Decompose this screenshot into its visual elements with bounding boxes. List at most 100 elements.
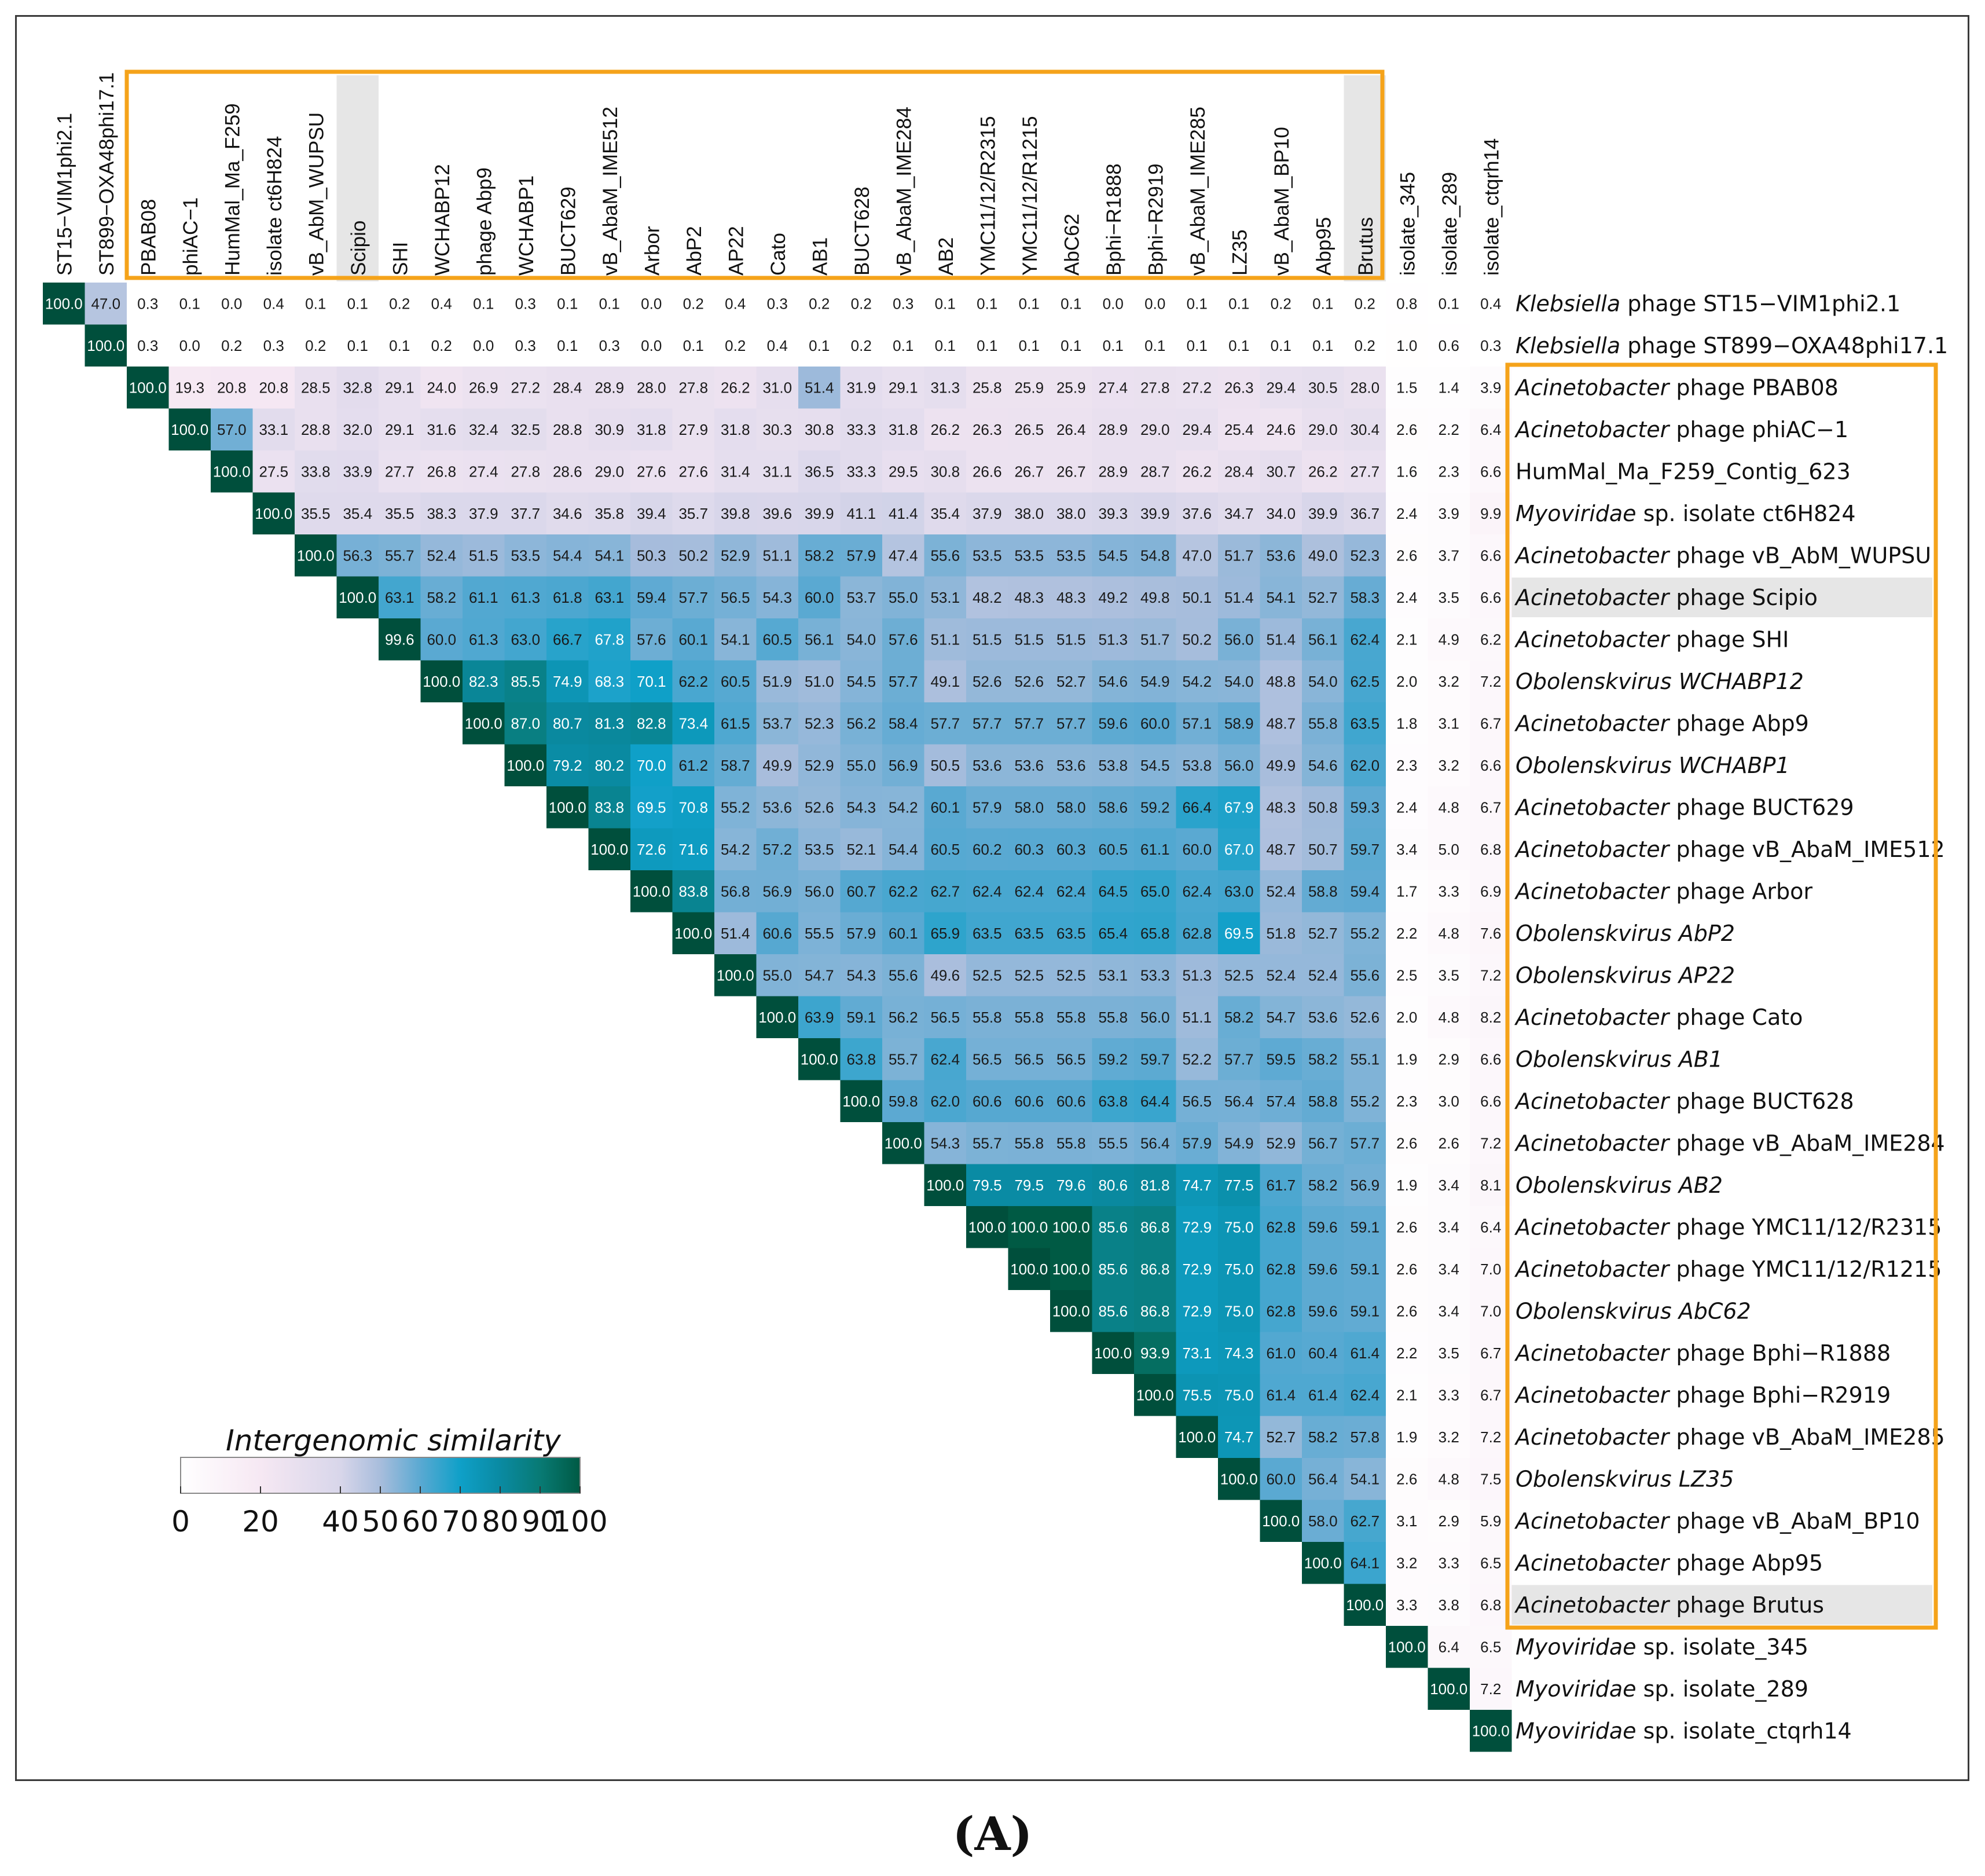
heatmap-cell: [1092, 660, 1134, 702]
cell-value: 38.0: [1056, 505, 1086, 522]
cell-value: 51.8: [1266, 925, 1296, 942]
heatmap-cell: [1428, 283, 1470, 325]
heatmap-cell: [1092, 1290, 1134, 1332]
cell-value: 53.6: [1014, 757, 1044, 774]
cell-value: 50.7: [1308, 841, 1338, 858]
cell-value: 3.4: [1439, 1302, 1459, 1320]
cell-value: 52.3: [805, 715, 834, 732]
cell-value: 19.3: [175, 379, 204, 396]
heatmap-cell: [1344, 1248, 1386, 1290]
cell-value: 60.5: [721, 673, 750, 690]
cell-value: 53.6: [973, 757, 1002, 774]
cell-value: 57.7: [889, 673, 918, 690]
heatmap-cell: [630, 492, 673, 534]
heatmap-cell: [1218, 786, 1260, 829]
heatmap-cell: [1260, 870, 1302, 913]
heatmap-cell: [1386, 1290, 1428, 1332]
cell-value: 26.2: [1182, 463, 1212, 480]
heatmap-cell: [798, 828, 841, 870]
cell-value: 86.8: [1140, 1302, 1170, 1320]
cell-value: 39.3: [1098, 505, 1128, 522]
heatmap-cell: [1470, 1122, 1512, 1164]
heatmap-cell: [168, 324, 211, 367]
heatmap-cell: [630, 660, 673, 702]
cell-value: 0.1: [1187, 295, 1208, 312]
cell-value: 0.1: [1019, 295, 1040, 312]
cell-value: 60.6: [1014, 1093, 1044, 1110]
heatmap-cell: [588, 283, 630, 325]
heatmap-cell: [336, 324, 379, 367]
heatmap-cell: [882, 534, 924, 577]
cell-value: 62.0: [1350, 757, 1379, 774]
cell-value: 0.3: [263, 337, 284, 354]
heatmap-cell: [546, 618, 589, 661]
heatmap-cell: [588, 492, 630, 534]
cell-value: 62.4: [1350, 631, 1379, 648]
heatmap-cell: [588, 786, 630, 829]
heatmap-cell: [882, 702, 924, 745]
heatmap-cell: [966, 786, 1008, 829]
heatmap-cell: [588, 450, 630, 493]
cell-value: 54.4: [553, 547, 582, 564]
heatmap-cell: [1302, 1290, 1344, 1332]
cell-value: 54.5: [1140, 757, 1170, 774]
heatmap-cell: [546, 786, 589, 829]
cell-value: 59.3: [1350, 798, 1379, 816]
heatmap-cell: [840, 492, 882, 534]
heatmap-cell: [882, 408, 924, 450]
cell-value: 62.8: [1182, 925, 1212, 942]
heatmap-cell: [379, 576, 421, 618]
row-label-text: phage vB_AbaM_IME285: [1669, 1424, 1944, 1450]
heatmap-cell: [1260, 1038, 1302, 1080]
cell-value: 28.4: [553, 379, 582, 396]
heatmap-cell: [1428, 367, 1470, 409]
heatmap-cell: [463, 367, 505, 409]
cell-value: 51.5: [1056, 631, 1086, 648]
cell-value: 58.2: [1224, 1009, 1254, 1026]
heatmap-cell: [798, 954, 841, 996]
heatmap-cell: [840, 283, 882, 325]
heatmap-cell: [1344, 1080, 1386, 1122]
column-label: HumMal_Ma_F259: [221, 103, 244, 276]
cell-value: 25.8: [973, 379, 1002, 396]
cell-value: 56.9: [889, 757, 918, 774]
cell-value: 3.1: [1396, 1512, 1417, 1530]
cell-value: 73.1: [1182, 1344, 1212, 1362]
cell-value: 62.0: [930, 1093, 960, 1110]
legend-title: Intergenomic similarity: [226, 1424, 562, 1457]
row-label-italic: Obolenskvirus AbP2: [1516, 921, 1735, 946]
heatmap-cell: [1470, 1416, 1512, 1458]
heatmap-cell: [714, 828, 757, 870]
heatmap-cell: [1470, 1206, 1512, 1248]
heatmap-cell: [1386, 1038, 1428, 1080]
cell-value: 7.6: [1480, 925, 1501, 942]
heatmap-cell: [1218, 1416, 1260, 1458]
heatmap-cell: [1386, 492, 1428, 534]
heatmap-cell: [379, 408, 421, 450]
heatmap-cell: [1008, 912, 1050, 954]
cell-value: 59.1: [846, 1009, 876, 1026]
heatmap-cell: [1050, 660, 1092, 702]
cell-value: 6.4: [1480, 1218, 1501, 1236]
cell-value: 75.0: [1224, 1218, 1254, 1236]
cell-value: 55.6: [889, 966, 918, 984]
heatmap-cell: [1344, 1374, 1386, 1416]
heatmap-cell: [1260, 1206, 1302, 1248]
heatmap-cell: [1344, 954, 1386, 996]
cell-value: 1.9: [1396, 1050, 1417, 1068]
cell-value: 3.5: [1439, 966, 1459, 984]
heatmap-cell: [1050, 870, 1092, 913]
heatmap-cell: [798, 1038, 841, 1080]
heatmap-cell: [1260, 324, 1302, 367]
heatmap-cell: [1428, 786, 1470, 829]
cell-value: 35.7: [678, 505, 708, 522]
cell-value: 26.2: [930, 421, 960, 438]
heatmap-cell: [1008, 660, 1050, 702]
heatmap-cell: [1386, 618, 1428, 661]
heatmap-cell: [1470, 744, 1512, 786]
heatmap-cell: [588, 367, 630, 409]
cell-value: 100.0: [1052, 1302, 1090, 1320]
column-label: vB_AbaM_IME284: [893, 107, 915, 276]
cell-value: 52.6: [1350, 1009, 1379, 1026]
heatmap-cell: [1428, 1542, 1470, 1584]
